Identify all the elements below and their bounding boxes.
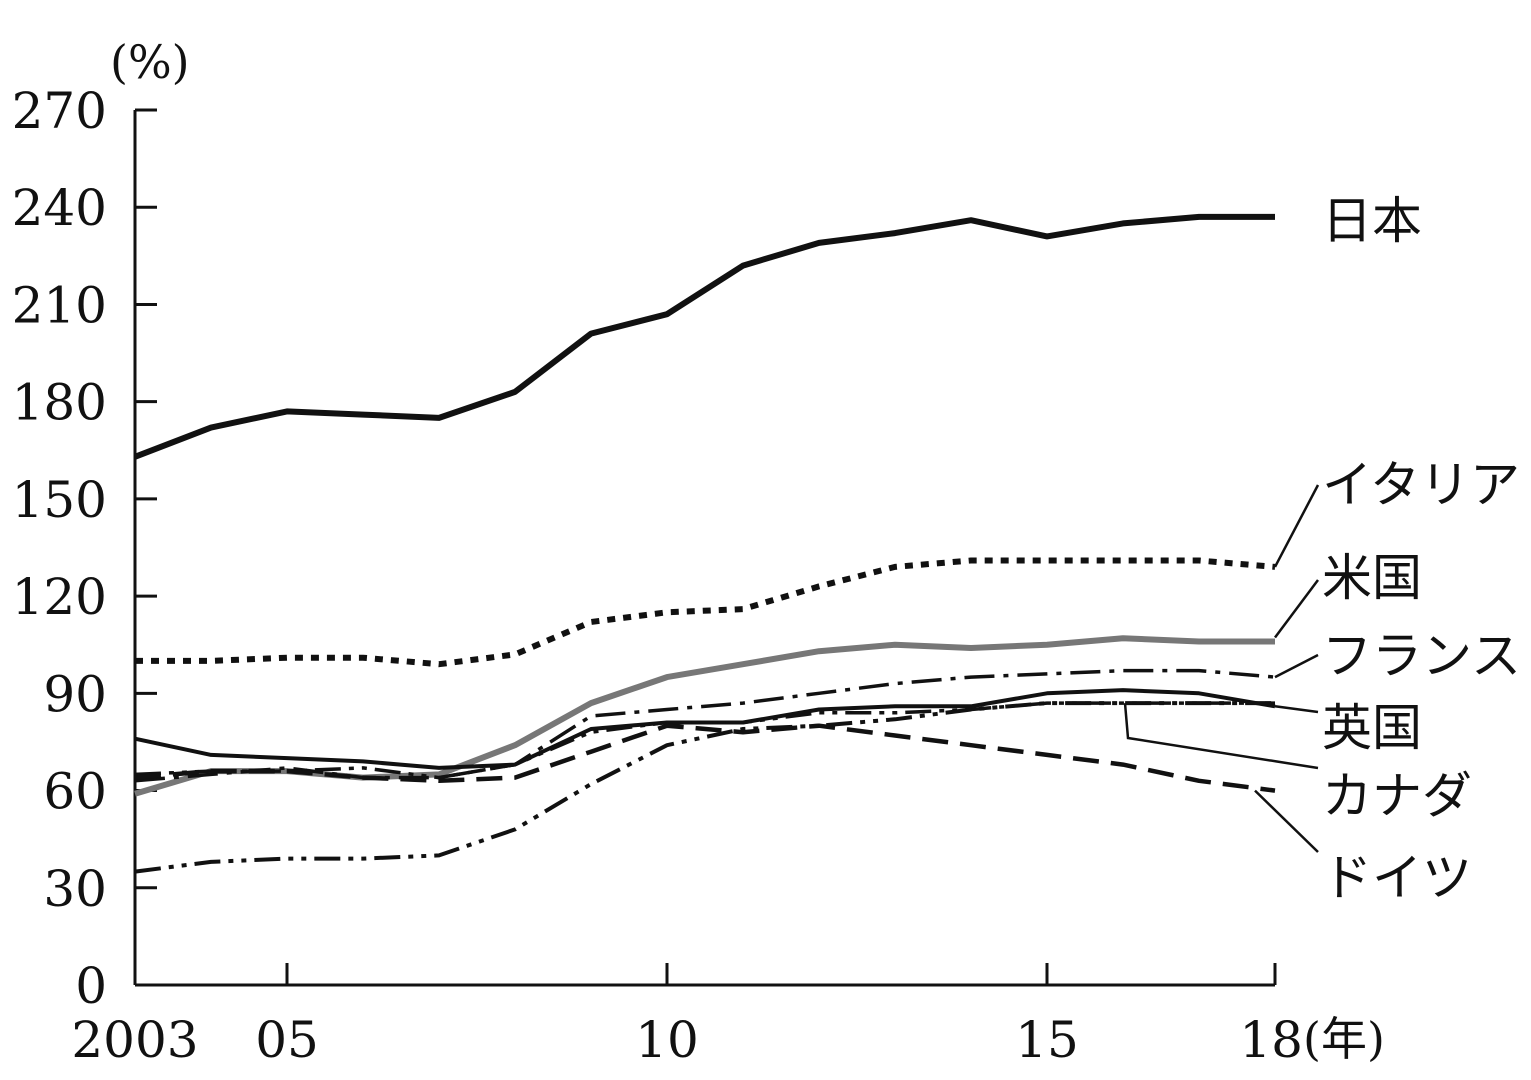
series-label-1: イタリア [1322,456,1520,514]
label-leaders [1123,484,1320,853]
x-tick-label: 2003 [71,1011,198,1069]
y-tick-label: 60 [43,763,107,821]
series-label-5: カナダ [1322,767,1472,825]
leader-line-2 [1273,579,1320,639]
leader-line-4 [1274,705,1319,714]
series-line-1 [135,557,1276,668]
x-ticks: 2003 05 10 15 18 [71,963,1303,1069]
x-unit-label: (年) [1303,1012,1385,1066]
y-tick-label: 0 [75,957,107,1015]
series-line-5 [134,701,1275,780]
series-label-2: 米国 [1322,549,1422,607]
leader-line-5 [1123,702,1319,770]
series-line-4 [134,688,1276,770]
leader-line-1 [1273,484,1320,568]
y-tick-label: 210 [12,276,107,334]
y-tick-label: 120 [12,568,107,626]
y-tick-label: 90 [43,665,107,723]
x-tick-label: 18 [1239,1011,1303,1069]
x-tick-label: 10 [635,1011,699,1069]
series-label-6: ドイツ [1322,849,1472,907]
series-lines [133,213,1276,874]
series-label-4: 英国 [1322,699,1422,757]
y-tick-label: 180 [12,374,107,432]
y-tick-label: 150 [12,471,107,529]
series-line-3 [134,668,1276,783]
series-line-0 [133,213,1275,460]
series-line-7 [134,701,1275,874]
y-tick-label: 270 [12,82,107,140]
leader-line-6 [1254,789,1319,853]
series-line-6 [134,723,1276,793]
axes [133,110,1275,987]
y-tick-label: 240 [12,179,107,237]
y-ticks: 0 30 60 90 120 150 180 210 240 270 [12,82,157,1015]
series-label-3: フランス [1322,627,1521,685]
y-tick-label: 30 [43,860,107,918]
x-tick-label: 05 [255,1011,319,1069]
x-tick-label: 15 [1015,1011,1079,1069]
y-unit-label: (%) [110,35,190,89]
leader-line-3 [1274,653,1319,679]
series-label-0: 日本 [1322,192,1422,250]
